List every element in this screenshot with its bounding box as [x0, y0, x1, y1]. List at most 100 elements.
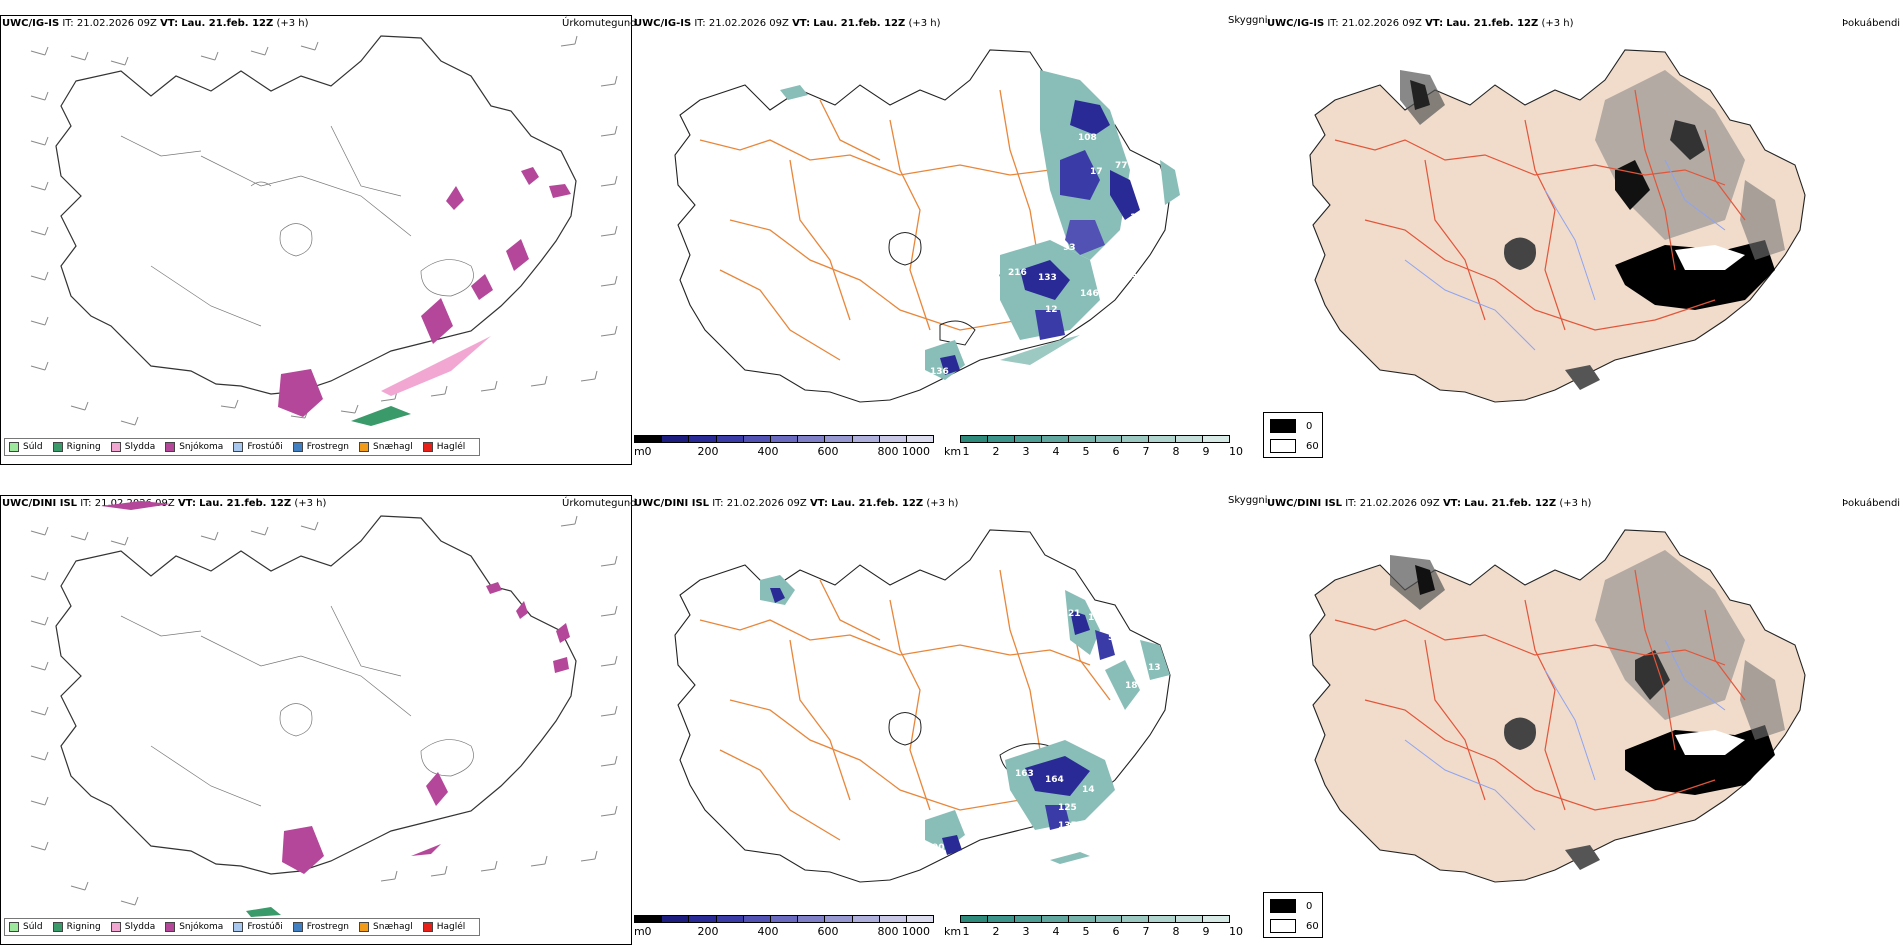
legend-item: Frostregn — [292, 442, 350, 452]
value-label: 90 — [932, 843, 945, 853]
colorbar-cell — [662, 916, 690, 922]
tick-label: 2 — [992, 925, 1000, 938]
model-name: UWC/DINI ISL — [2, 498, 78, 509]
value-label: 133 — [1038, 273, 1057, 283]
visibility-colorbar — [960, 915, 1230, 923]
iceland-outline — [1309, 49, 1806, 403]
colorbar-cell — [1041, 916, 1069, 922]
precip-legend: Súld Rigning Slydda Snjókoma Frostúði Fr… — [4, 438, 481, 456]
tick-label: 9 — [1202, 925, 1210, 938]
colorbar-cell — [662, 436, 690, 442]
value-label: 136 — [930, 367, 949, 377]
precip-map — [30, 35, 618, 456]
legend-item: Snæhagl — [359, 922, 413, 932]
legend-label: Frostregn — [306, 922, 350, 932]
terrain-contours — [120, 125, 474, 327]
colorbar-cell — [798, 916, 826, 922]
value-label: 17 — [1090, 167, 1103, 177]
colorbar-cell — [770, 436, 799, 442]
value-label: 17 — [1088, 613, 1101, 623]
visibility-map: 108 77 17 16 216 133 105 146 93 12 132 1… — [674, 49, 1180, 403]
vt-value: Lau. 21.feb. 12Z — [199, 498, 292, 509]
value-label: 216 — [1008, 268, 1027, 278]
legend-item: Frostúði — [233, 442, 283, 452]
legend-swatch — [165, 442, 176, 452]
value-label: 93 — [1063, 243, 1076, 253]
visibility-labels: 108 77 17 16 216 133 105 146 93 12 132 1… — [930, 133, 1144, 389]
legend-swatch — [9, 922, 19, 932]
colorbar-cell — [987, 436, 1015, 442]
tick-label: 7 — [1142, 925, 1150, 938]
colorbar-cell — [1176, 436, 1204, 442]
panel-title: Úrkomutegund — [562, 18, 637, 29]
colorbar-cell — [852, 436, 880, 442]
it-label: IT: — [80, 498, 92, 509]
colorbar-cell — [1095, 916, 1123, 922]
tick-label: 600 — [817, 925, 839, 938]
colorbar-cell — [987, 916, 1015, 922]
value-label: 13 — [1148, 663, 1161, 673]
legend-item: Súld — [9, 442, 43, 452]
road-network — [1334, 569, 1746, 811]
visibility-colorbar — [960, 435, 1230, 443]
tick-label: 600 — [817, 445, 839, 458]
legend-label: Frostregn — [306, 442, 350, 452]
legend-item: Snæhagl — [359, 442, 413, 452]
it-label: IT: — [62, 18, 74, 29]
value-label: 18 — [1125, 681, 1138, 691]
legend-swatch — [233, 442, 244, 452]
ceiling-unit: m — [634, 925, 645, 938]
lead-offset: (+3 h) — [294, 498, 327, 509]
lead-offset: (+3 h) — [1541, 18, 1574, 29]
vt-value: Lau. 21.feb. 12Z — [831, 498, 924, 509]
fog-key-row: 60 — [1270, 439, 1319, 453]
legend-swatch — [422, 442, 433, 452]
colorbar-cell — [798, 436, 826, 442]
panel-title: Skyggni — [1228, 495, 1268, 506]
legend-label: Snæhagl — [373, 922, 413, 932]
fog-key-label: 0 — [1306, 420, 1313, 432]
legend-item: Súld — [9, 922, 43, 932]
model-name: UWC/DINI ISL — [634, 498, 710, 509]
value-label: 12 — [1045, 305, 1058, 315]
wind-barbs — [30, 515, 618, 906]
ceiling-unit: m — [634, 445, 645, 458]
legend-label: Snæhagl — [373, 442, 413, 452]
colorbar-cell — [1068, 436, 1096, 442]
vt-value: Lau. 21.feb. 12Z — [813, 18, 906, 29]
map-frame — [0, 495, 632, 945]
tick-label: 1 — [962, 925, 970, 938]
value-label: 142 — [950, 861, 969, 871]
fog-shading — [1390, 550, 1785, 870]
colorbar-cell — [1149, 916, 1177, 922]
legend-item: Snjókoma — [165, 922, 223, 932]
legend-swatch — [110, 442, 121, 452]
it-label: IT: — [1345, 498, 1357, 509]
precip-legend: Súld Rigning Slydda Snjókoma Frostúði Fr… — [4, 918, 481, 936]
fog-key-row: 0 — [1270, 419, 1312, 433]
fog-key: 0 60 — [1263, 892, 1323, 938]
it-label: IT: — [712, 498, 724, 509]
lead-offset: (+3 h) — [926, 498, 959, 509]
panel-header: UWC/IG-IS IT: 21.02.2026 09Z VT: Lau. 21… — [1267, 18, 1574, 29]
legend-label: Súld — [23, 922, 43, 932]
fog-key: 0 60 — [1263, 412, 1323, 458]
legend-item: Snjókoma — [165, 442, 223, 452]
colorbar-cell — [1203, 916, 1230, 922]
ceiling-colorbar — [634, 435, 934, 443]
vt-label: VT: — [809, 498, 828, 509]
tick-label: 6 — [1112, 445, 1120, 458]
fog-key-label: 0 — [1306, 900, 1313, 912]
tick-label: 8 — [1172, 925, 1180, 938]
legend-swatch — [292, 442, 303, 452]
tick-label: 9 — [1202, 445, 1210, 458]
colorbar-cell — [1203, 436, 1230, 442]
tick-label: 0 — [644, 925, 652, 938]
colorbar-cell — [906, 916, 934, 922]
it-label: IT: — [694, 18, 706, 29]
visibility-unit: km — [944, 925, 962, 938]
tick-label: 1000 — [902, 925, 930, 938]
panel-header: UWC/DINI ISL IT: 21.02.2026 09Z VT: Lau.… — [1267, 498, 1591, 509]
tick-label: 3 — [1022, 445, 1030, 458]
rivers — [1404, 159, 1726, 351]
